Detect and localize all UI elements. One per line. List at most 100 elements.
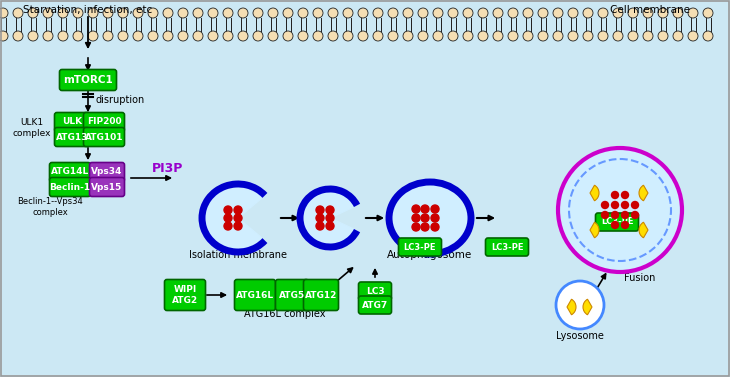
Circle shape [298,31,308,41]
Circle shape [538,8,548,18]
Circle shape [43,8,53,18]
Circle shape [178,31,188,41]
Circle shape [403,8,413,18]
Ellipse shape [389,182,471,254]
Text: ULK: ULK [62,118,82,127]
Circle shape [412,205,420,213]
Circle shape [103,31,113,41]
Circle shape [163,8,173,18]
Circle shape [433,8,443,18]
Circle shape [193,31,203,41]
Text: Vps34: Vps34 [91,167,123,176]
FancyBboxPatch shape [234,279,275,311]
Circle shape [628,31,638,41]
Circle shape [583,31,593,41]
Circle shape [523,8,533,18]
Wedge shape [639,185,648,201]
FancyBboxPatch shape [275,279,309,311]
Circle shape [328,8,338,18]
Circle shape [613,8,623,18]
FancyBboxPatch shape [164,279,206,311]
Text: LC3-PE: LC3-PE [404,242,437,251]
Text: Autophagosome: Autophagosome [388,250,472,260]
Circle shape [612,192,618,199]
Circle shape [133,31,143,41]
FancyBboxPatch shape [358,282,391,300]
Circle shape [253,31,263,41]
Circle shape [58,8,68,18]
FancyBboxPatch shape [50,178,91,196]
Circle shape [358,31,368,41]
Circle shape [602,201,609,208]
Wedge shape [590,185,599,201]
FancyBboxPatch shape [304,279,339,311]
Circle shape [373,31,383,41]
Circle shape [88,8,98,18]
Circle shape [0,8,8,18]
Circle shape [208,31,218,41]
Circle shape [224,222,232,230]
Circle shape [628,8,638,18]
Circle shape [224,206,232,214]
Circle shape [403,31,413,41]
Circle shape [283,8,293,18]
Circle shape [343,8,353,18]
Circle shape [643,8,653,18]
Circle shape [613,31,623,41]
Wedge shape [583,299,592,315]
Circle shape [193,8,203,18]
Circle shape [602,211,609,219]
Circle shape [373,8,383,18]
Circle shape [568,31,578,41]
Circle shape [328,31,338,41]
Text: PI3P: PI3P [153,161,184,175]
Circle shape [13,8,23,18]
Circle shape [253,8,263,18]
Circle shape [568,8,578,18]
Text: WIPI
ATG2: WIPI ATG2 [172,285,198,305]
Circle shape [316,214,324,222]
Circle shape [298,8,308,18]
Text: FIP200: FIP200 [87,118,121,127]
Circle shape [118,31,128,41]
Circle shape [673,31,683,41]
Circle shape [463,31,473,41]
Text: Cell membrane: Cell membrane [610,5,690,15]
Circle shape [133,8,143,18]
Text: Autolysosome: Autolysosome [583,250,657,260]
Circle shape [556,281,604,329]
Text: ATG16L complex: ATG16L complex [245,309,326,319]
Text: Starvation, infection, etc: Starvation, infection, etc [23,5,153,15]
Circle shape [313,31,323,41]
Circle shape [421,223,429,231]
Circle shape [431,223,439,231]
Wedge shape [303,191,355,245]
Circle shape [612,222,618,228]
FancyBboxPatch shape [358,296,391,314]
Circle shape [58,31,68,41]
Circle shape [658,31,668,41]
Circle shape [103,8,113,18]
Circle shape [326,222,334,230]
Circle shape [478,31,488,41]
FancyBboxPatch shape [90,162,125,181]
Circle shape [268,8,278,18]
Circle shape [493,8,503,18]
Circle shape [13,31,23,41]
Circle shape [313,8,323,18]
Circle shape [388,31,398,41]
Circle shape [421,205,429,213]
Circle shape [73,8,83,18]
Circle shape [448,8,458,18]
Circle shape [523,31,533,41]
Circle shape [148,31,158,41]
Circle shape [583,8,593,18]
Circle shape [234,222,242,230]
Circle shape [658,8,668,18]
FancyBboxPatch shape [50,162,91,181]
Text: LC3-PE: LC3-PE [601,218,633,227]
FancyBboxPatch shape [90,178,125,196]
Wedge shape [590,222,599,238]
Text: Fusion: Fusion [624,273,656,283]
Circle shape [118,8,128,18]
